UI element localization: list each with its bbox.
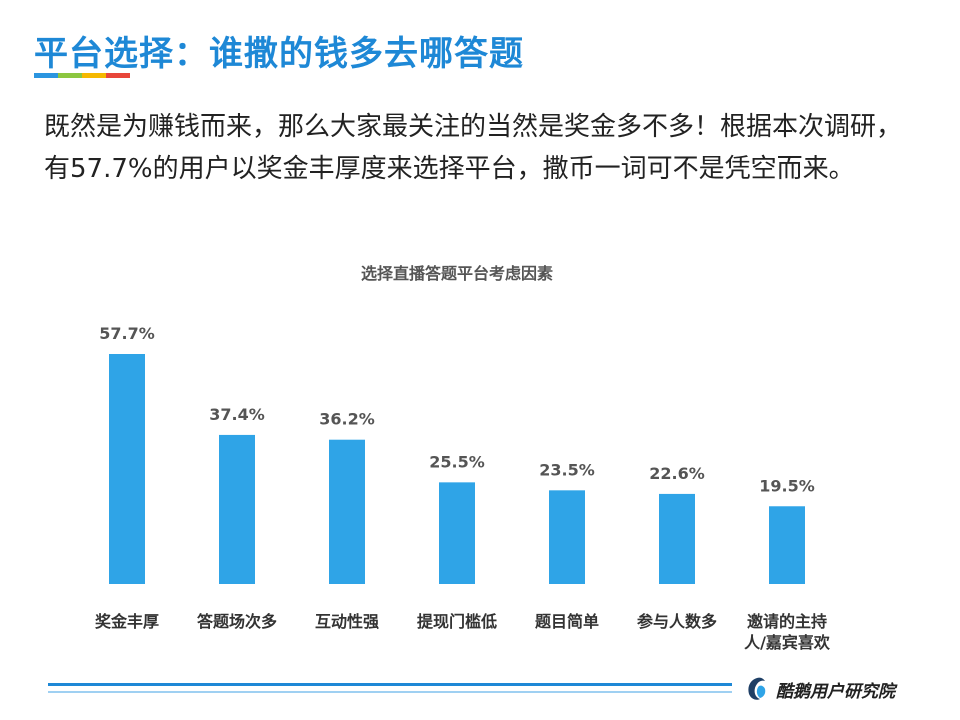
page-title: 平台选择：谁撒的钱多去哪答题: [34, 34, 524, 74]
category-label: 奖金丰厚: [95, 612, 159, 631]
data-label: 57.7%: [99, 324, 155, 343]
category-label: 邀请的主持: [747, 612, 827, 631]
footer-divider: [48, 683, 732, 686]
title-underline-segment: [58, 73, 82, 78]
penguin-logo-icon: [748, 677, 766, 700]
category-label: 人/嘉宾喜欢: [744, 633, 831, 652]
title-underline-segment: [106, 73, 130, 78]
brand-name: 酷鹅用户研究院: [776, 681, 895, 702]
title-underline-segment: [82, 73, 106, 78]
bar: [659, 493, 695, 584]
title-underline-segment: [34, 73, 58, 78]
data-label: 25.5%: [429, 452, 485, 471]
data-label: 37.4%: [209, 405, 265, 424]
bar: [769, 506, 805, 584]
bar: [439, 482, 475, 584]
footer-divider-thin: [48, 691, 732, 693]
footer-brand: 酷鹅用户研究院: [744, 676, 895, 702]
bar: [109, 354, 145, 584]
data-label: 23.5%: [539, 460, 595, 479]
bar: [219, 434, 255, 584]
bar: [549, 490, 585, 584]
title-underline: [34, 73, 130, 78]
category-label: 答题场次多: [197, 612, 277, 631]
category-label: 参与人数多: [637, 612, 717, 631]
body-paragraph: 既然是为赚钱而来，那么大家最关注的当然是奖金多不多！根据本次调研，有57.7%的…: [44, 112, 903, 184]
chart-title: 选择直播答题平台考虑因素: [360, 264, 553, 283]
category-label: 互动性强: [315, 612, 379, 631]
data-label: 36.2%: [319, 410, 375, 429]
data-label: 22.6%: [649, 464, 705, 483]
category-label: 提现门槛低: [417, 612, 497, 631]
data-label: 19.5%: [759, 476, 815, 495]
bar: [329, 439, 365, 584]
category-label: 题目简单: [535, 612, 599, 631]
